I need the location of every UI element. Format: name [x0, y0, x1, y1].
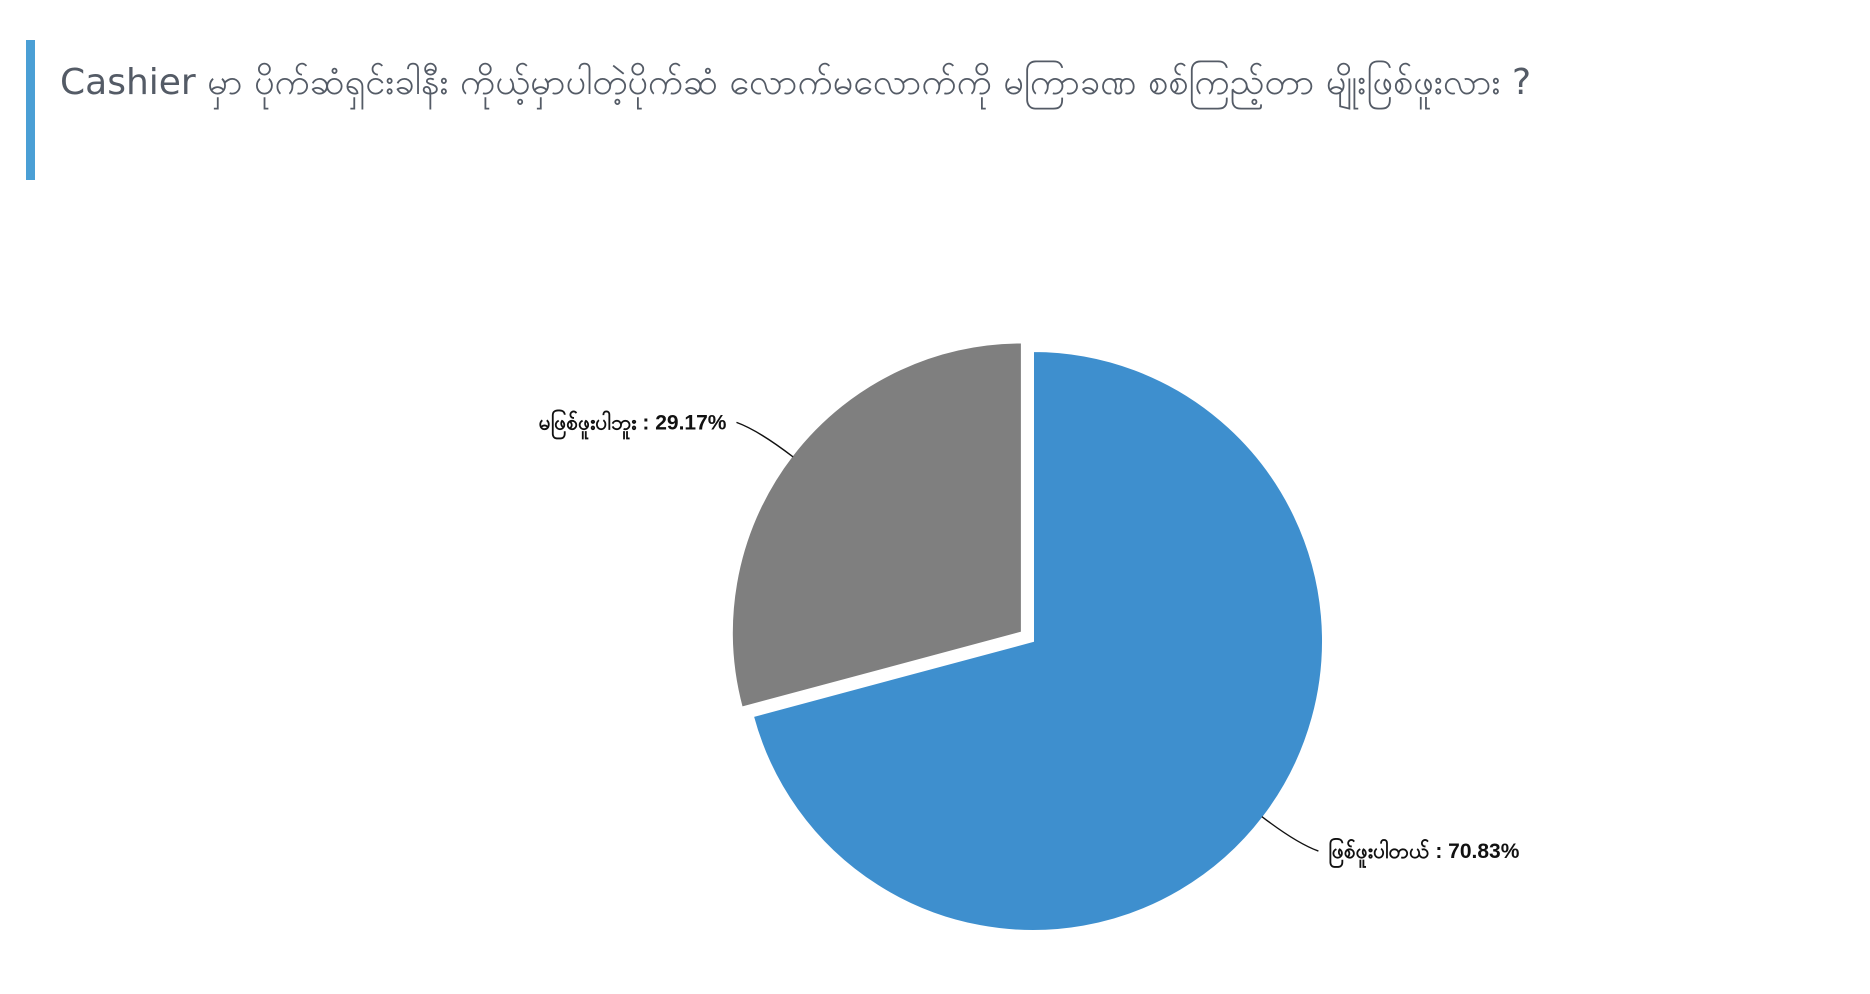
pie-slice-2 [730, 341, 1023, 709]
leader-line-1 [1261, 816, 1319, 852]
chart-title: Cashier မှာ ပိုက်ဆံရှင်းခါနီး ကိုယ့်မှာပ… [60, 62, 1532, 103]
chart-title-block: Cashier မှာ ပိုက်ဆံရှင်းခါနီး ကိုယ့်မှာပ… [26, 40, 1586, 180]
leader-line-2 [736, 421, 794, 458]
slice-label-1: ဖြစ်ဖူးပါတယ် : 70.83% [1328, 836, 1519, 869]
slice-label-2: မဖြစ်ဖူးပါဘူး : 29.17% [539, 407, 727, 440]
